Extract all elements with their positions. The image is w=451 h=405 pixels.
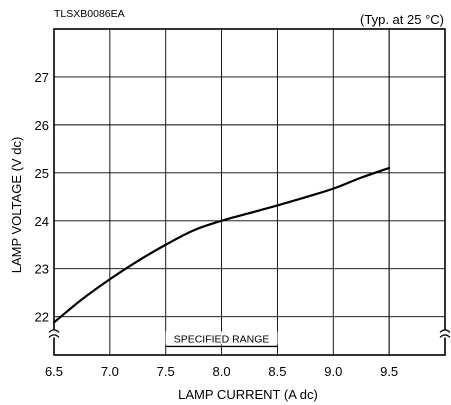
grid <box>54 28 445 355</box>
x-tick-label: 6.5 <box>45 364 63 379</box>
y-tick-label: 25 <box>35 166 49 181</box>
chart-condition-label: (Typ. at 25 °C) <box>360 12 444 27</box>
series-line-0 <box>52 166 391 324</box>
axis-break-marks <box>48 329 451 338</box>
axis-break-mark-bottom-0 <box>48 334 60 338</box>
x-tick-label: 9.5 <box>380 364 398 379</box>
x-tick-label: 8.0 <box>213 364 231 379</box>
y-tick-label: 24 <box>35 214 49 229</box>
x-tick-label: 9.0 <box>324 364 342 379</box>
chart-code-label: TLSXB0086EA <box>54 8 125 20</box>
annotation-layer: SPECIFIED RANGE <box>165 331 278 348</box>
y-tick-labels: 22 23 24 25 26 27 <box>35 70 49 325</box>
axis-break-mark-top-1 <box>439 329 451 333</box>
x-tick-labels: 6.5 7.0 7.5 8.0 8.5 9.0 9.5 <box>45 364 398 379</box>
annotation-bg <box>165 331 278 345</box>
axis-break-gap-1 <box>439 329 451 338</box>
x-axis-label: LAMP CURRENT (A dc) <box>178 387 318 402</box>
axis-break-mark-top-0 <box>48 329 60 333</box>
y-tick-label: 22 <box>35 310 49 325</box>
plot-frame <box>53 28 446 356</box>
y-tick-label: 23 <box>35 262 49 277</box>
plot-border <box>53 28 446 356</box>
series-layer <box>52 166 391 324</box>
x-tick-label: 7.0 <box>101 364 119 379</box>
axis-break-gap-0 <box>48 329 60 338</box>
specified-range-label: SPECIFIED RANGE <box>174 333 270 345</box>
y-tick-label: 26 <box>35 118 49 133</box>
x-tick-label: 8.5 <box>268 364 286 379</box>
y-axis-label: LAMP VOLTAGE (V dc) <box>9 137 24 274</box>
y-tick-label: 27 <box>35 70 49 85</box>
axis-break-mark-bottom-1 <box>439 334 451 338</box>
x-tick-label: 7.5 <box>157 364 175 379</box>
